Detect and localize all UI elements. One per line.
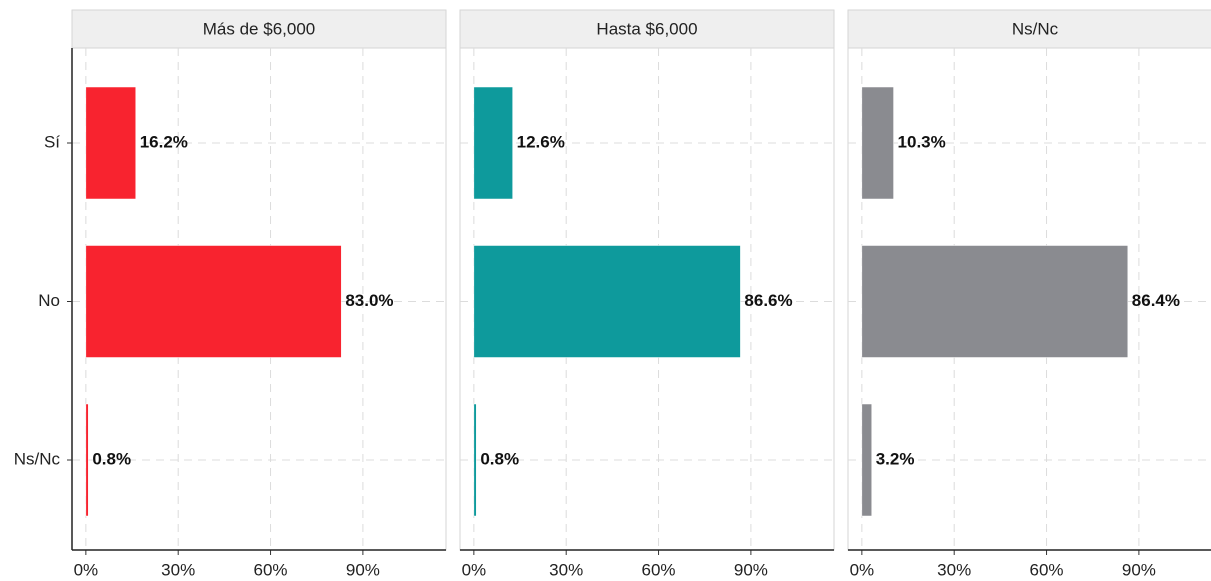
bar	[85, 403, 89, 517]
bar	[473, 245, 741, 358]
strip-title: Más de $6,000	[203, 19, 315, 38]
value-label: 3.2%	[876, 449, 915, 468]
x-tick-label: 60%	[254, 560, 288, 579]
value-label: 86.4%	[1132, 291, 1180, 310]
value-label: 0.8%	[480, 449, 519, 468]
y-tick-label: Ns/Nc	[14, 449, 61, 468]
strip-title: Ns/Nc	[1012, 19, 1059, 38]
strip-title: Hasta $6,000	[596, 19, 697, 38]
value-label: 0.8%	[92, 449, 131, 468]
bar	[85, 245, 342, 358]
bar	[861, 403, 872, 517]
value-label: 83.0%	[345, 291, 393, 310]
x-tick-label: 30%	[549, 560, 583, 579]
x-tick-label: 60%	[642, 560, 676, 579]
value-label: 86.6%	[744, 291, 792, 310]
x-tick-label: 30%	[161, 560, 195, 579]
y-tick-label: Sí	[44, 132, 60, 151]
bar	[861, 245, 1129, 358]
value-label: 16.2%	[140, 132, 188, 151]
value-label: 12.6%	[517, 132, 565, 151]
x-tick-label: 60%	[1030, 560, 1064, 579]
x-tick-label: 90%	[346, 560, 380, 579]
x-tick-label: 0%	[74, 560, 99, 579]
value-label: 10.3%	[898, 132, 946, 151]
strip	[71, 9, 447, 49]
bar	[473, 86, 513, 200]
strip	[459, 9, 835, 49]
x-tick-label: 90%	[1122, 560, 1156, 579]
x-tick-label: 30%	[937, 560, 971, 579]
y-tick-label: No	[38, 291, 60, 310]
strip	[847, 9, 1211, 49]
x-tick-label: 0%	[850, 560, 875, 579]
bar	[861, 86, 894, 200]
x-tick-label: 90%	[734, 560, 768, 579]
bar	[85, 86, 136, 200]
x-tick-label: 0%	[462, 560, 487, 579]
bar	[473, 403, 477, 517]
